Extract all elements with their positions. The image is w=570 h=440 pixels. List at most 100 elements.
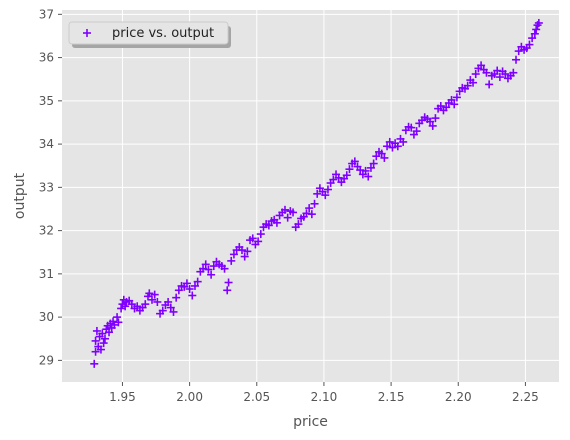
data-point — [150, 290, 159, 299]
data-point — [100, 334, 109, 343]
data-point — [436, 102, 445, 111]
data-point — [469, 78, 478, 87]
data-point — [342, 171, 351, 180]
data-point — [369, 159, 378, 168]
data-point — [412, 127, 421, 136]
data-point — [174, 286, 183, 295]
data-point — [272, 218, 281, 227]
x-tick-label: 2.25 — [512, 390, 539, 404]
data-point — [264, 221, 273, 230]
data-point — [372, 152, 381, 161]
data-point — [280, 205, 289, 214]
data-point — [199, 264, 208, 273]
data-point — [493, 66, 502, 75]
y-axis-ticks: 29 30 31 32 33 34 35 36 37 — [39, 7, 62, 367]
data-point — [90, 359, 99, 368]
data-point — [105, 328, 114, 337]
data-point — [345, 165, 354, 174]
data-point — [91, 336, 100, 345]
y-tick-label: 32 — [39, 224, 54, 238]
data-point — [310, 199, 319, 208]
data-point — [366, 163, 375, 172]
data-point — [98, 329, 107, 338]
data-point — [185, 285, 194, 293]
data-point — [393, 142, 402, 151]
y-axis-label: output — [12, 172, 28, 219]
data-point — [96, 345, 105, 354]
data-point — [477, 61, 486, 70]
data-point — [385, 137, 394, 146]
data-point — [501, 70, 510, 79]
data-point — [153, 297, 162, 306]
data-point — [110, 320, 119, 329]
data-point — [329, 175, 338, 184]
legend-label: price vs. output — [112, 26, 214, 41]
data-point — [307, 210, 316, 219]
data-point — [127, 300, 136, 309]
data-point — [172, 293, 181, 302]
data-point — [190, 281, 199, 290]
data-point — [254, 237, 263, 246]
data-point — [209, 262, 218, 271]
data-point — [525, 40, 534, 49]
legend-plus-marker — [83, 29, 91, 37]
data-point — [482, 68, 491, 77]
data-point — [223, 286, 232, 295]
data-point — [364, 172, 373, 181]
data-point — [133, 302, 142, 311]
data-point — [321, 191, 330, 200]
data-point — [248, 234, 257, 243]
data-points — [90, 18, 543, 368]
data-point — [447, 95, 456, 104]
data-point — [514, 47, 523, 56]
x-tick-label: 1.95 — [109, 390, 136, 404]
data-point — [91, 347, 100, 356]
x-tick-label: 2.00 — [176, 390, 203, 404]
data-point — [509, 68, 518, 77]
data-point — [530, 29, 539, 38]
data-point — [229, 250, 238, 259]
x-tick-label: 2.15 — [378, 390, 405, 404]
data-point — [532, 25, 541, 34]
data-point — [528, 34, 537, 43]
data-point — [442, 103, 451, 112]
data-point — [256, 230, 265, 239]
data-point — [350, 157, 359, 166]
data-point — [426, 117, 435, 126]
data-point — [243, 247, 252, 256]
data-point — [227, 256, 236, 265]
data-point — [450, 100, 459, 109]
data-point — [237, 246, 246, 255]
data-point — [193, 277, 202, 286]
data-point — [204, 265, 213, 274]
data-point — [485, 80, 494, 89]
grid-lines — [62, 10, 559, 382]
data-point — [99, 339, 108, 348]
data-point — [224, 278, 233, 287]
data-point — [207, 270, 216, 279]
x-axis-ticks: 1.95 2.00 2.05 2.10 2.15 2.20 2.25 — [109, 382, 539, 404]
y-tick-label: 30 — [39, 310, 54, 324]
data-point — [383, 142, 392, 151]
data-point — [388, 143, 397, 152]
data-point — [147, 295, 156, 304]
x-tick-label: 2.05 — [243, 390, 270, 404]
data-point — [495, 73, 504, 82]
data-point — [283, 213, 292, 222]
data-point — [313, 189, 322, 198]
data-point — [399, 137, 408, 146]
data-point — [188, 291, 197, 300]
legend: price vs. output — [68, 21, 231, 48]
data-point — [141, 300, 150, 309]
y-tick-label: 37 — [39, 7, 54, 21]
data-point — [377, 149, 386, 158]
y-tick-label: 31 — [39, 267, 54, 281]
data-point — [164, 297, 173, 306]
data-point — [428, 121, 437, 130]
data-point — [182, 279, 191, 288]
data-point — [113, 313, 122, 322]
y-tick-label: 33 — [39, 180, 54, 194]
data-point — [452, 93, 461, 102]
x-tick-label: 2.20 — [445, 390, 472, 404]
data-point — [471, 70, 480, 79]
